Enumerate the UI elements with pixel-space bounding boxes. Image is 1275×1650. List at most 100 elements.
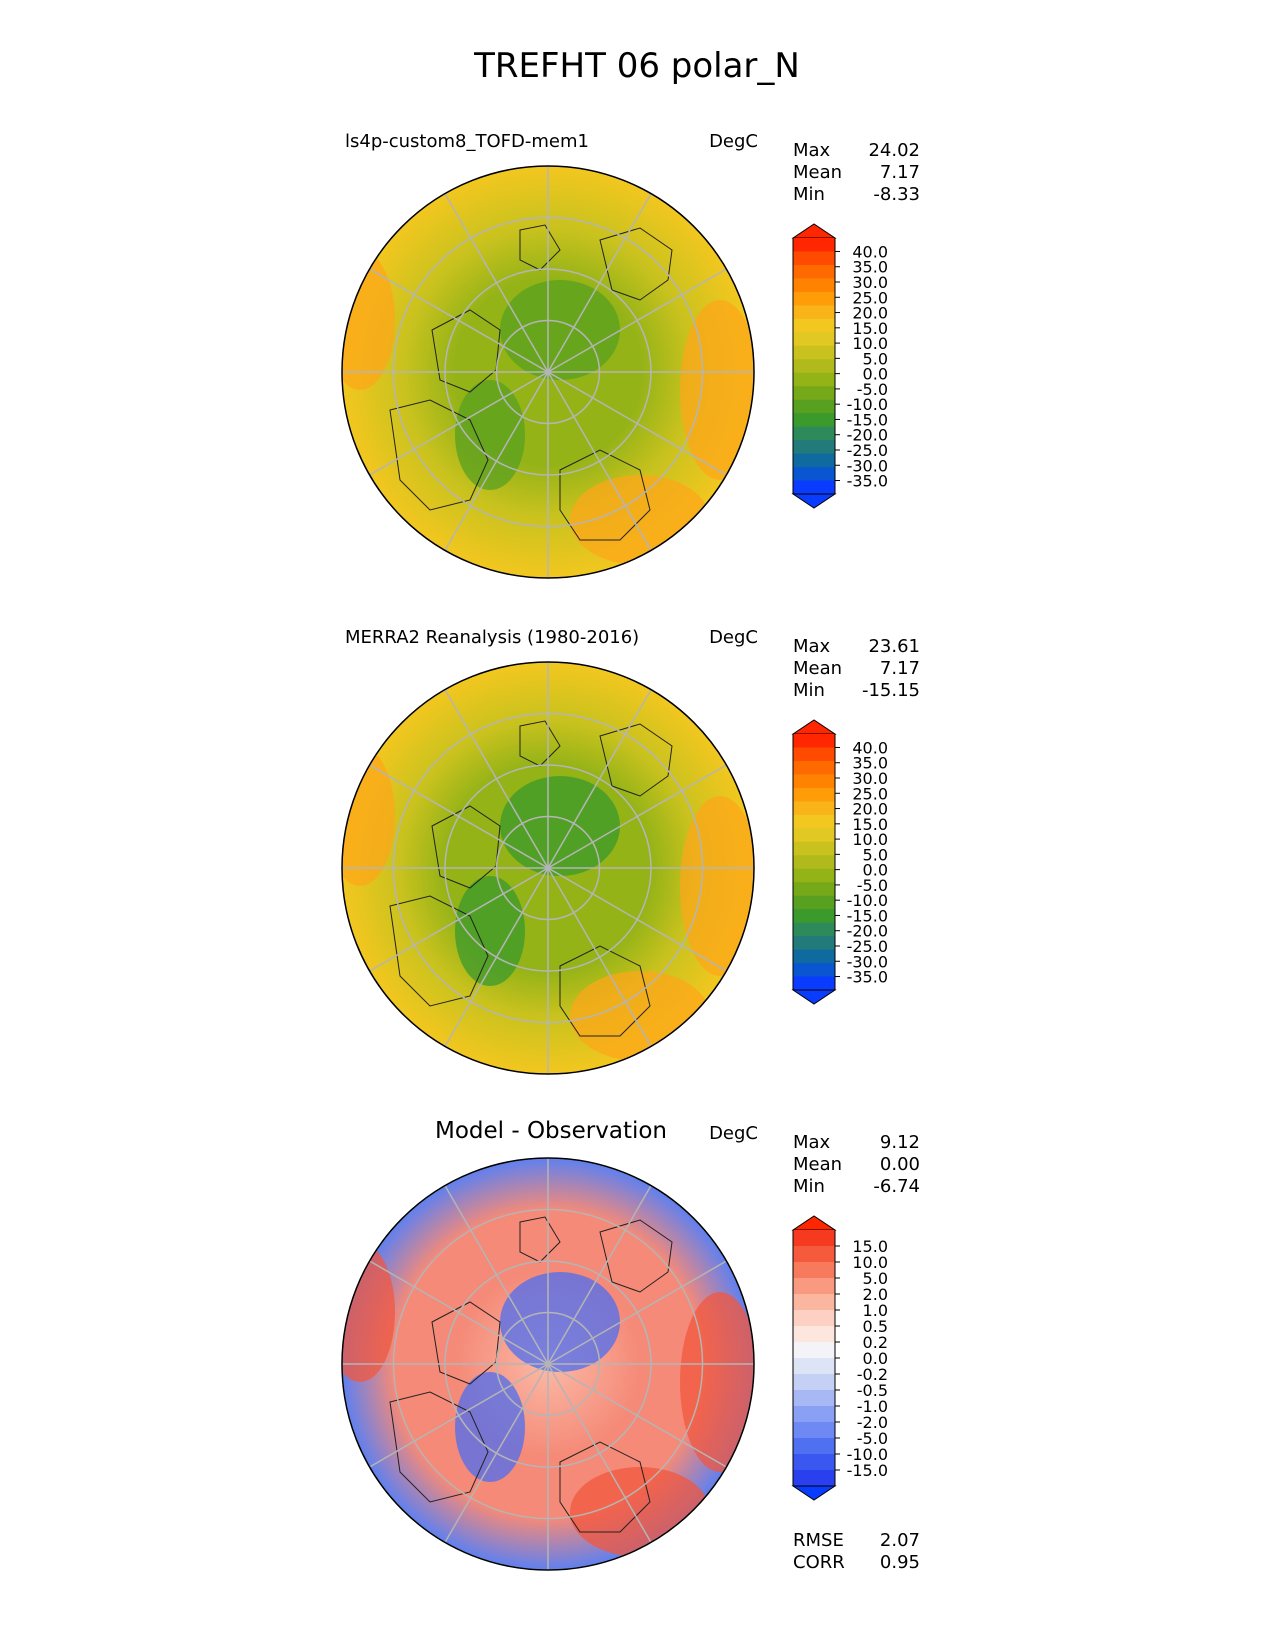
colorbar-bin (793, 1454, 835, 1471)
colorbar-tick-label: 25.0 (852, 288, 888, 307)
colorbar-bin (793, 399, 835, 414)
field-anomaly (680, 796, 754, 976)
colorbar-extend-min (791, 1485, 837, 1501)
colorbar-tick-label: 10.0 (852, 830, 888, 849)
colorbar-tick-label: -10.0 (847, 1445, 888, 1464)
field-anomaly (500, 280, 620, 380)
coastline (599, 723, 673, 797)
colorbar-bin (793, 1326, 835, 1343)
colorbar-bin (793, 291, 835, 306)
panel-left-title: ls4p-custom8_TOFD-mem1 (345, 131, 589, 152)
colorbar-tick-label: 25.0 (852, 784, 888, 803)
colorbar-bin (793, 386, 835, 401)
graticule (342, 166, 754, 578)
colorbar-bin (793, 949, 835, 964)
colorbar-bin (793, 868, 835, 883)
stat-value-min: -15.15 (862, 680, 920, 701)
colorbar-tick-label: 30.0 (852, 273, 888, 292)
field-anomaly (500, 776, 620, 876)
panel-units: DegC (709, 1123, 758, 1144)
colorbar-tick-label: 35.0 (852, 258, 888, 277)
colorbar-tick-label: 5.0 (863, 845, 888, 864)
colorbar-tick-label: -20.0 (847, 426, 888, 445)
panel-units: DegC (709, 627, 758, 648)
stat-value-corr: 0.95 (880, 1552, 920, 1573)
colorbar-bin (793, 1422, 835, 1439)
coastline (519, 224, 561, 271)
colorbar-tick-label: 5.0 (863, 349, 888, 368)
graticule (342, 662, 754, 1074)
colorbar-tick-label: -35.0 (847, 968, 888, 987)
colorbar-extend-max (791, 1215, 837, 1231)
colorbar-bin (793, 1230, 835, 1247)
colorbar-bin (793, 814, 835, 829)
colorbar-extend-min (791, 493, 837, 509)
colorbar-tick-label: 15.0 (852, 1237, 888, 1256)
stat-value-mean: 7.17 (880, 658, 920, 679)
stat-value-min: -6.74 (873, 1176, 920, 1197)
colorbar-tick-label: -10.0 (847, 891, 888, 910)
colorbar-tick-label: 0.2 (863, 1333, 888, 1352)
colorbar-tick-label: 0.0 (863, 1349, 888, 1368)
colorbar-bin (793, 909, 835, 924)
colorbar-bin (793, 1390, 835, 1407)
coastline (389, 399, 489, 511)
stat-label-max: Max (793, 1132, 831, 1153)
stat-label-mean: Mean (793, 658, 842, 679)
stat-value-min: -8.33 (873, 184, 920, 205)
stat-label-rmse: RMSE (793, 1530, 844, 1551)
stat-value-mean: 7.17 (880, 162, 920, 183)
colorbar-bin (793, 467, 835, 482)
panel-left-title: MERRA2 Reanalysis (1980-2016) (345, 627, 639, 648)
colorbar-tick-label: -5.0 (857, 1429, 888, 1448)
colorbar-tick-label: -20.0 (847, 922, 888, 941)
colorbar-tick-label: 10.0 (852, 334, 888, 353)
colorbar-bin (793, 1342, 835, 1359)
colorbar-extend-min (791, 989, 837, 1005)
map-border (341, 661, 755, 1075)
colorbar-tick-label: -25.0 (847, 441, 888, 460)
colorbar-tick-label: 30.0 (852, 769, 888, 788)
colorbar-tick-label: 40.0 (852, 738, 888, 757)
stat-value-max: 9.12 (880, 1132, 920, 1153)
colorbar-tick-label: 35.0 (852, 754, 888, 773)
coastline (559, 449, 651, 541)
colorbar-bin (793, 264, 835, 279)
field-anomaly (680, 1292, 754, 1472)
colorbar-tick-label: -25.0 (847, 937, 888, 956)
colorbar-tick-label: 20.0 (852, 800, 888, 819)
colorbar-tick-label: -15.0 (847, 906, 888, 925)
panel-units: DegC (709, 131, 758, 152)
coastline (519, 1216, 561, 1263)
figure-title: TREFHT 06 polar_N (473, 46, 800, 86)
stat-label-min: Min (793, 680, 825, 701)
colorbar-bin (793, 278, 835, 293)
colorbar: 15.010.05.02.01.00.50.20.0-0.2-0.5-1.0-2… (791, 1215, 888, 1501)
colorbar-tick-label: -35.0 (847, 472, 888, 491)
colorbar-bin (793, 480, 835, 495)
colorbar-tick-label: 0.0 (863, 861, 888, 880)
panel-difference-map: Model - Observation DegC Max 9.12 Mean 0.00 Mi… (341, 1118, 920, 1573)
field-anomaly (680, 300, 754, 480)
colorbar-bin (793, 1294, 835, 1311)
panel-reference-map: MERRA2 Reanalysis (1980-2016) DegC Max 23.6… (341, 627, 920, 1075)
panel-center-title: Model - Observation (435, 1118, 667, 1144)
colorbar-tick-label: 10.0 (852, 1253, 888, 1272)
coastline (599, 227, 673, 301)
coastline (559, 1441, 651, 1533)
colorbar-bin (793, 895, 835, 910)
colorbar-bin (793, 1438, 835, 1455)
stat-label-min: Min (793, 184, 825, 205)
colorbar: 40.035.030.025.020.015.010.05.00.0-5.0-1… (791, 719, 888, 1005)
stat-value-max: 24.02 (868, 140, 920, 161)
colorbar-tick-label: 0.0 (863, 365, 888, 384)
stat-label-max: Max (793, 636, 831, 657)
colorbar-bin (793, 251, 835, 266)
map-field (342, 662, 754, 1074)
colorbar-bin (793, 734, 835, 748)
stat-label-corr: CORR (793, 1552, 845, 1573)
stat-label-max: Max (793, 140, 831, 161)
colorbar-bin (793, 332, 835, 347)
colorbar-tick-label: -2.0 (857, 1413, 888, 1432)
